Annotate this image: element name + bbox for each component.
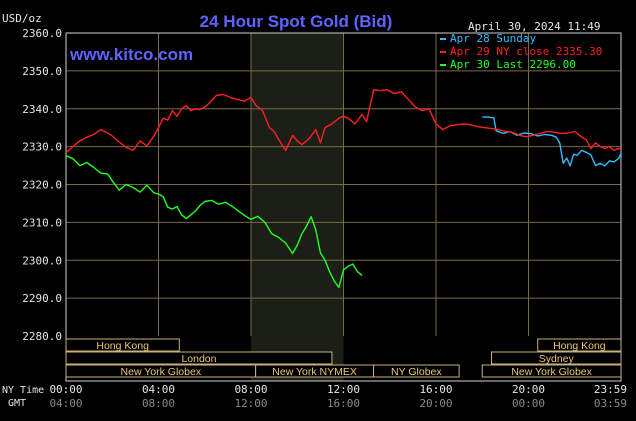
session-bar [491, 351, 622, 365]
grid-lines [66, 33, 621, 336]
plot-frame [65, 32, 622, 382]
session-label: New York Globex [511, 366, 592, 378]
x-tick-label-gmt: 20:00 [419, 397, 452, 410]
x-axis-label-ny: NY Time [2, 385, 44, 396]
chart-title: 24 Hour Spot Gold (Bid) [200, 12, 393, 31]
x-tick-label-gmt: 03:59 [594, 397, 627, 410]
website-label: www.kitco.com [69, 45, 193, 64]
legend-entry: Apr 29 NY close 2335.30 [450, 45, 602, 58]
x-tick-label-gmt: 12:00 [234, 397, 267, 410]
session-bar [65, 351, 333, 365]
x-tick-label-ny: 20:00 [512, 383, 545, 396]
x-tick-label-ny: 12:00 [327, 383, 360, 396]
x-tick-label-ny: 08:00 [234, 383, 267, 396]
x-tick-label-gmt: 16:00 [327, 397, 360, 410]
session-label: NY Globex [391, 366, 442, 378]
session-label: Sydney [539, 353, 575, 365]
x-axis-ticks: 00:0004:0004:0008:0008:0012:0012:0016:00… [49, 383, 627, 410]
y-tick-label: 2310.0 [22, 216, 62, 229]
legend-entry: Apr 28 Sunday [450, 32, 536, 45]
y-unit-label: USD/oz [2, 12, 42, 25]
session-label: Hong Kong [96, 340, 149, 352]
session-bar [65, 338, 180, 352]
y-tick-label: 2300.0 [22, 254, 62, 267]
session-label: New York Globex [121, 366, 202, 378]
y-tick-label: 2350.0 [22, 65, 62, 78]
x-tick-label-ny: 16:00 [419, 383, 452, 396]
legend-entry: Apr 30 Last 2296.00 [450, 58, 576, 71]
y-tick-label: 2360.0 [22, 27, 62, 40]
series-line [65, 155, 363, 289]
series-line [65, 89, 622, 154]
session-label: Hong Kong [553, 340, 606, 352]
ny-session-highlight [251, 33, 344, 381]
session-bar [537, 338, 622, 352]
y-tick-label: 2290.0 [22, 292, 62, 305]
session-label: London [181, 353, 216, 365]
x-tick-label-gmt: 08:00 [142, 397, 175, 410]
y-tick-label: 2340.0 [22, 103, 62, 116]
x-tick-label-gmt: 00:00 [512, 397, 545, 410]
series-lines [65, 89, 622, 289]
x-axis-label-gmt: GMT [8, 398, 26, 409]
x-tick-label-ny: 00:00 [49, 383, 82, 396]
x-tick-label-ny: 04:00 [142, 383, 175, 396]
y-tick-label: 2280.0 [22, 330, 62, 343]
session-bar [373, 364, 460, 378]
session-label: New York NYMEX [272, 366, 357, 378]
date-stamp: April 30, 2024 11:49 [468, 20, 600, 33]
x-tick-label-ny: 23:59 [594, 383, 627, 396]
y-tick-label: 2320.0 [22, 179, 62, 192]
session-bar [481, 364, 622, 378]
x-tick-label-gmt: 04:00 [49, 397, 82, 410]
y-axis-ticks: 2360.0 2350.0 2340.0 2330.0 2320.0 2310.0 2300… [22, 27, 62, 343]
y-tick-label: 2330.0 [22, 141, 62, 154]
